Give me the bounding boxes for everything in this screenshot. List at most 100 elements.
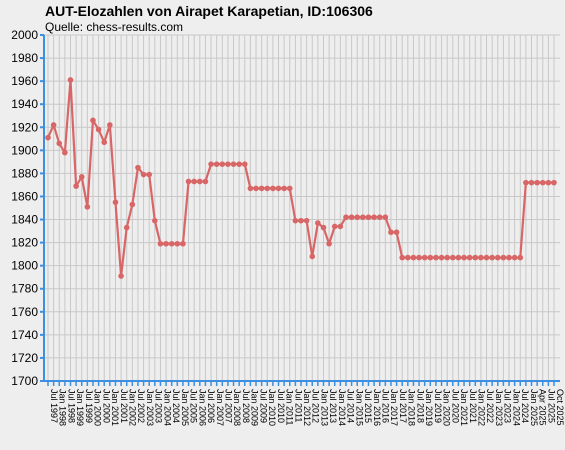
x-tick-label: Jul 2025 <box>546 389 556 423</box>
data-point <box>225 161 231 167</box>
data-point <box>500 254 507 261</box>
data-point <box>427 254 434 261</box>
x-tick-label: Jan 2017 <box>389 389 399 426</box>
y-tick-label: 1980 <box>11 51 38 65</box>
data-point <box>168 240 175 247</box>
data-point <box>354 214 361 221</box>
data-point <box>466 254 473 261</box>
data-point <box>67 77 74 83</box>
data-point <box>494 254 501 261</box>
data-point <box>320 224 327 231</box>
y-tick-label: 1840 <box>11 213 38 227</box>
y-tick-label: 1860 <box>11 189 38 203</box>
x-tick-label: Jul 2010 <box>276 389 286 423</box>
y-tick-label: 1800 <box>11 259 38 273</box>
data-point <box>388 229 394 236</box>
data-point <box>236 161 242 167</box>
y-tick-label: 1900 <box>11 143 38 157</box>
y-axis-tick-labels: 1700 1720 1740 1760 1780 1800 1820 1840 1860 1880… <box>11 28 38 388</box>
data-point <box>101 139 108 146</box>
x-tick-label: Jan 2021 <box>459 389 469 426</box>
x-tick-label: Jan 2012 <box>302 389 312 426</box>
x-tick-label: Jul 2023 <box>503 389 513 423</box>
data-point <box>365 214 372 221</box>
data-point <box>180 240 186 247</box>
x-tick-label: Jul 2016 <box>381 389 391 423</box>
x-tick-label: Jul 2011 <box>293 389 303 422</box>
x-tick-label: Jan 2001 <box>110 389 120 426</box>
x-tick-label: Jul 2015 <box>363 389 373 423</box>
data-point <box>511 254 518 261</box>
data-point <box>50 122 57 128</box>
x-tick-label: Jul 2017 <box>398 389 408 423</box>
data-point <box>444 254 450 261</box>
data-point <box>90 117 96 124</box>
x-tick-label: Jul 2005 <box>189 389 199 423</box>
data-point <box>416 254 422 261</box>
data-point <box>230 161 237 167</box>
data-point <box>135 164 141 171</box>
data-point <box>275 185 282 192</box>
x-tick-label: Jul 2009 <box>258 389 268 423</box>
y-tick-label: 1780 <box>11 282 38 296</box>
x-tick-label: Jan 2024 <box>511 389 521 426</box>
x-tick-label: Jul 2022 <box>485 389 495 423</box>
data-point <box>78 174 85 180</box>
x-tick-label: Jul 2003 <box>154 389 164 423</box>
data-point <box>303 217 310 224</box>
data-point <box>534 179 540 186</box>
data-point <box>421 254 428 261</box>
data-point <box>112 199 119 206</box>
x-tick-label: Jul 2008 <box>241 389 251 423</box>
x-tick-label: Jul 2001 <box>119 389 129 423</box>
data-point <box>343 214 349 221</box>
chart-subtitle: Quelle: chess-results.com <box>45 20 183 34</box>
x-tick-label: Jul 2018 <box>415 389 425 423</box>
data-point <box>152 217 158 224</box>
data-point <box>360 214 366 221</box>
data-point <box>331 223 338 230</box>
data-point <box>393 229 400 236</box>
data-point <box>208 161 214 167</box>
x-tick-label: Jul 2012 <box>311 389 321 423</box>
data-point <box>523 179 529 186</box>
data-point <box>270 185 276 192</box>
data-point <box>298 217 304 224</box>
data-point <box>450 254 456 261</box>
x-tick-label: Oct 2025 <box>555 389 565 426</box>
data-point <box>219 161 226 167</box>
x-tick-label: Jan 2003 <box>145 389 155 426</box>
data-point <box>123 224 130 231</box>
x-tick-label: Jan 2025 <box>529 389 539 426</box>
data-point <box>410 254 417 261</box>
x-tick-label: Jan 2009 <box>250 389 260 426</box>
x-tick-label: Jan 2016 <box>372 389 382 426</box>
data-point <box>253 185 259 192</box>
x-tick-label: Jul 2002 <box>136 389 146 423</box>
x-tick-label: Jan 2011 <box>285 389 295 425</box>
data-point <box>73 183 79 189</box>
data-point <box>281 185 287 192</box>
x-tick-label: Jan 2023 <box>494 389 504 426</box>
x-tick-label: Apr 2025 <box>538 389 548 426</box>
data-point <box>399 254 406 261</box>
x-tick-label: Jul 2021 <box>468 389 478 423</box>
data-point <box>258 185 265 192</box>
y-tick-label: 1820 <box>11 236 38 250</box>
y-tick-label: 1700 <box>11 374 38 388</box>
x-tick-label: Jan 2007 <box>215 389 225 426</box>
data-point <box>286 185 293 192</box>
data-point <box>489 254 495 261</box>
data-point <box>95 126 102 133</box>
data-point <box>140 171 147 178</box>
data-point <box>506 254 512 261</box>
data-point <box>56 140 63 147</box>
data-point <box>478 254 484 261</box>
x-tick-label: Jan 2002 <box>128 389 138 426</box>
data-point <box>376 214 383 221</box>
x-tick-label: Jan 2010 <box>267 389 277 426</box>
data-point <box>483 254 490 261</box>
data-point <box>241 161 248 167</box>
data-point <box>157 240 164 247</box>
